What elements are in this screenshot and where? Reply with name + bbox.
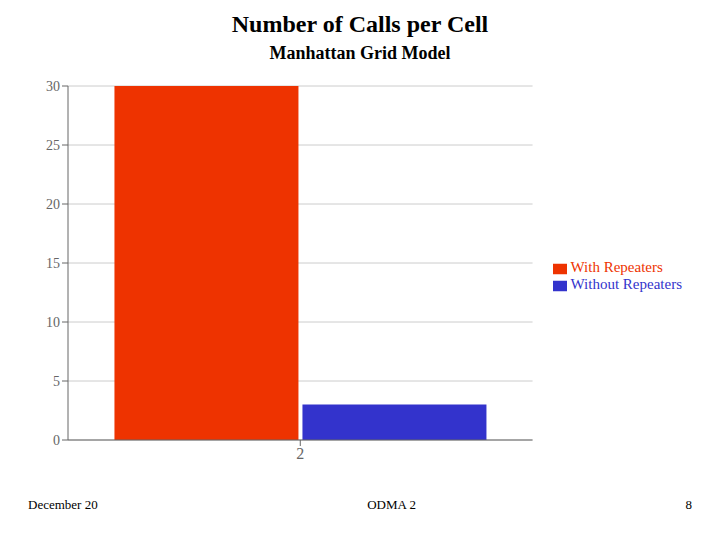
html-text:With Repeaters: With Repeaters xyxy=(570,259,663,275)
svg-text:25: 25 xyxy=(46,138,60,153)
svg-text:2: 2 xyxy=(296,445,304,462)
html-text:8: 8 xyxy=(685,497,692,512)
svg-text:20: 20 xyxy=(46,197,60,212)
html-text:ODMA 2: ODMA 2 xyxy=(367,497,416,512)
svg-text:15: 15 xyxy=(46,256,60,271)
svg-text:0: 0 xyxy=(53,433,60,448)
html-text:Without Repeaters: Without Repeaters xyxy=(570,276,682,292)
svg-text:5: 5 xyxy=(53,374,60,389)
svg-text:10: 10 xyxy=(46,315,60,330)
svg-text:30: 30 xyxy=(46,79,60,94)
html-text:Number of Calls per Cell: Number of Calls per Cell xyxy=(231,11,489,37)
html-text:Manhattan Grid Model: Manhattan Grid Model xyxy=(269,43,451,63)
html-text:December 20: December 20 xyxy=(28,497,98,512)
